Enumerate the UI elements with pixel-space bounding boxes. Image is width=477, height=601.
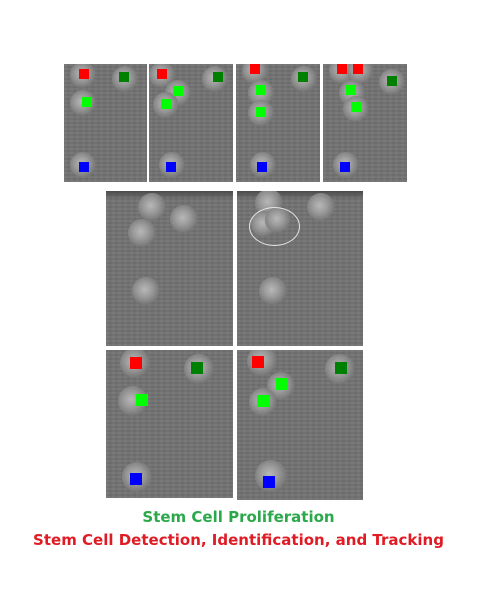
marker-blue — [340, 162, 350, 172]
frame-panel-3 — [236, 64, 320, 182]
marker-bright-green — [161, 99, 171, 109]
frame-panel-7 — [106, 350, 233, 498]
cell — [170, 205, 198, 233]
marker-blue — [79, 162, 89, 172]
cell — [307, 193, 335, 221]
marker-bright-green — [346, 85, 356, 95]
marker-bright-green — [351, 102, 361, 112]
marker-bright-green — [256, 107, 266, 117]
frame-panel-8 — [237, 350, 363, 500]
marker-bright-green — [256, 85, 266, 95]
marker-red — [157, 69, 167, 79]
marker-bright-green — [136, 394, 148, 406]
marker-bright-green — [173, 86, 183, 96]
marker-blue — [130, 473, 142, 485]
frame-panel-6 — [237, 191, 363, 346]
frame-panel-5 — [106, 191, 233, 346]
marker-bright-green — [257, 395, 269, 407]
cell — [242, 64, 268, 84]
marker-dark-green — [298, 72, 308, 82]
marker-dark-green — [213, 72, 223, 82]
marker-dark-green — [191, 362, 203, 374]
marker-red — [130, 357, 142, 369]
cell — [132, 277, 160, 305]
detection-caption: Stem Cell Detection, Identification, and… — [33, 531, 444, 549]
marker-red — [250, 64, 260, 74]
marker-red — [337, 64, 347, 74]
cell — [138, 193, 166, 221]
marker-red — [79, 69, 89, 79]
frame-edge — [106, 191, 233, 199]
frame-panel-2 — [149, 64, 233, 182]
marker-blue — [166, 162, 176, 172]
marker-dark-green — [335, 362, 347, 374]
cell — [128, 219, 156, 247]
marker-blue — [257, 162, 267, 172]
marker-bright-green — [276, 378, 288, 390]
marker-red — [252, 356, 264, 368]
marker-bright-green — [82, 97, 92, 107]
frame-panel-4 — [323, 64, 407, 182]
marker-blue — [263, 476, 275, 488]
marker-red — [353, 64, 363, 74]
cell — [259, 277, 287, 305]
dividing-cell-outline — [249, 207, 300, 246]
frame-edge — [237, 191, 363, 199]
frame-panel-1 — [64, 64, 147, 182]
marker-dark-green — [387, 76, 397, 86]
proliferation-caption: Stem Cell Proliferation — [142, 508, 335, 526]
marker-dark-green — [119, 72, 129, 82]
